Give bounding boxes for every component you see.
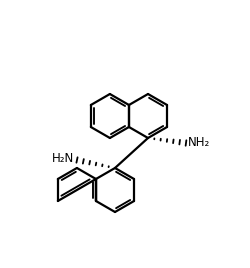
Text: NH₂: NH₂: [188, 136, 210, 150]
Text: H₂N: H₂N: [52, 152, 74, 166]
